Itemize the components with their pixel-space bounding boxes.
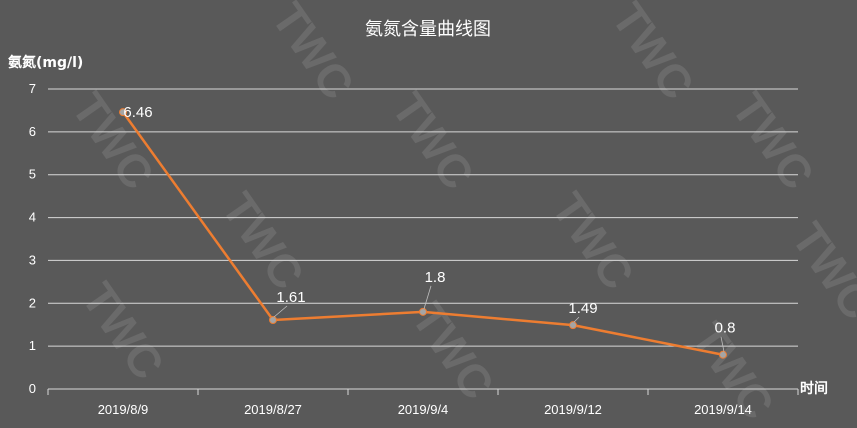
y-tick-label: 0 — [29, 381, 36, 396]
watermark-text: TWC — [72, 273, 175, 389]
data-point — [269, 316, 277, 324]
watermark-text: TWC — [382, 83, 485, 199]
data-label: 1.8 — [425, 269, 446, 286]
watermark-text: TWC — [782, 213, 857, 329]
x-tick-label: 2019/9/14 — [694, 402, 752, 417]
data-point — [119, 108, 127, 117]
gridlines — [48, 88, 798, 347]
y-tick-label: 6 — [29, 124, 36, 139]
x-tick-label: 2019/9/12 — [544, 402, 602, 417]
y-axis-ticks: 0 1 2 3 4 5 6 7 — [29, 81, 36, 396]
data-point — [569, 321, 577, 330]
chart-title: 氨氮含量曲线图 — [365, 19, 491, 40]
x-axis-label: 时间 — [800, 380, 828, 397]
y-tick-label: 4 — [29, 210, 36, 225]
x-axis — [47, 388, 799, 395]
watermark-text: TWC — [212, 183, 315, 299]
y-tick-label: 3 — [29, 252, 36, 267]
x-tick-label: 2019/8/27 — [244, 402, 302, 417]
series-layer — [119, 108, 727, 359]
y-tick-label: 1 — [29, 338, 36, 353]
data-label: 1.49 — [568, 300, 597, 317]
y-tick-label: 5 — [29, 167, 36, 182]
x-tick-label: 2019/8/9 — [98, 402, 149, 417]
data-point — [719, 350, 727, 359]
watermark-text: TWC — [542, 183, 645, 299]
data-label: 0.8 — [715, 320, 736, 337]
y-tick-label: 7 — [29, 81, 36, 96]
watermark-text: TWC — [402, 293, 505, 409]
data-label: 6.46 — [123, 104, 152, 121]
x-tick-label: 2019/9/4 — [398, 402, 449, 417]
data-point — [419, 307, 427, 316]
watermark-text: TWC — [722, 83, 825, 199]
data-labels-layer: 6.46 1.61 1.8 1.49 0.8 — [123, 104, 735, 352]
data-label: 1.61 — [276, 289, 305, 306]
watermark-text: TWC — [602, 0, 705, 109]
data-label-leader — [423, 285, 432, 309]
data-label-leader — [720, 336, 725, 352]
data-label-leader — [573, 316, 580, 323]
data-label-leader — [273, 305, 288, 318]
y-tick-label: 2 — [29, 295, 36, 310]
x-axis-ticks: 2019/8/9 2019/8/27 2019/9/4 2019/9/12 2019/9… — [98, 402, 752, 417]
y-axis-label: 氨氮(mg/l) — [8, 54, 83, 71]
watermark-text: TWC — [62, 83, 165, 199]
watermark-text: TWC — [262, 0, 365, 109]
